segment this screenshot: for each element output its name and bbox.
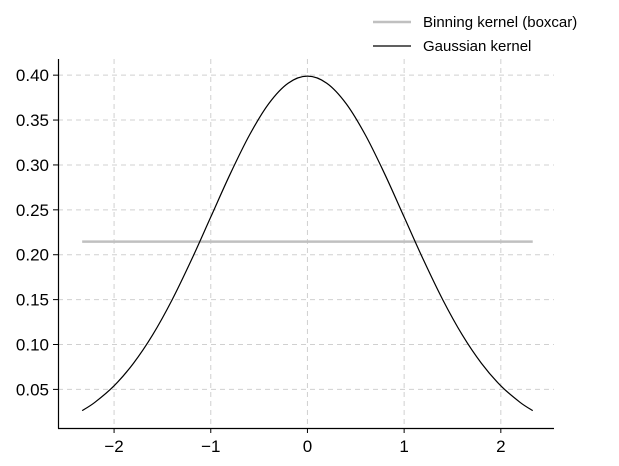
x-tick-label: 1 <box>399 437 408 456</box>
x-tick-label: 2 <box>496 437 505 456</box>
legend: Binning kernel (boxcar) Gaussian kernel <box>373 14 577 55</box>
y-tick-label: 0.05 <box>16 380 49 399</box>
y-tick-label: 0.35 <box>16 111 49 130</box>
legend-label-gaussian: Gaussian kernel <box>423 38 531 55</box>
series-line-gaussian <box>81 75 534 412</box>
y-tick-label: 0.15 <box>16 291 49 310</box>
legend-label-boxcar: Binning kernel (boxcar) <box>423 14 577 31</box>
x-tick-label: −1 <box>201 437 220 456</box>
y-tick-label: 0.25 <box>16 201 49 220</box>
y-tick-label: 0.40 <box>16 66 49 85</box>
y-tick-label: 0.10 <box>16 336 49 355</box>
x-tick-label: −2 <box>104 437 123 456</box>
y-tick-label: 0.20 <box>16 246 49 265</box>
grid-lines <box>58 59 554 428</box>
y-tick-label: 0.30 <box>16 156 49 175</box>
x-tick-label: 0 <box>303 437 312 456</box>
axes <box>57 59 554 430</box>
tick-marks: −2 −1 0 1 2 0.05 0.10 0.15 0.20 0.25 0.30 0.35 0.40 <box>16 66 506 456</box>
plot-series <box>81 75 534 412</box>
